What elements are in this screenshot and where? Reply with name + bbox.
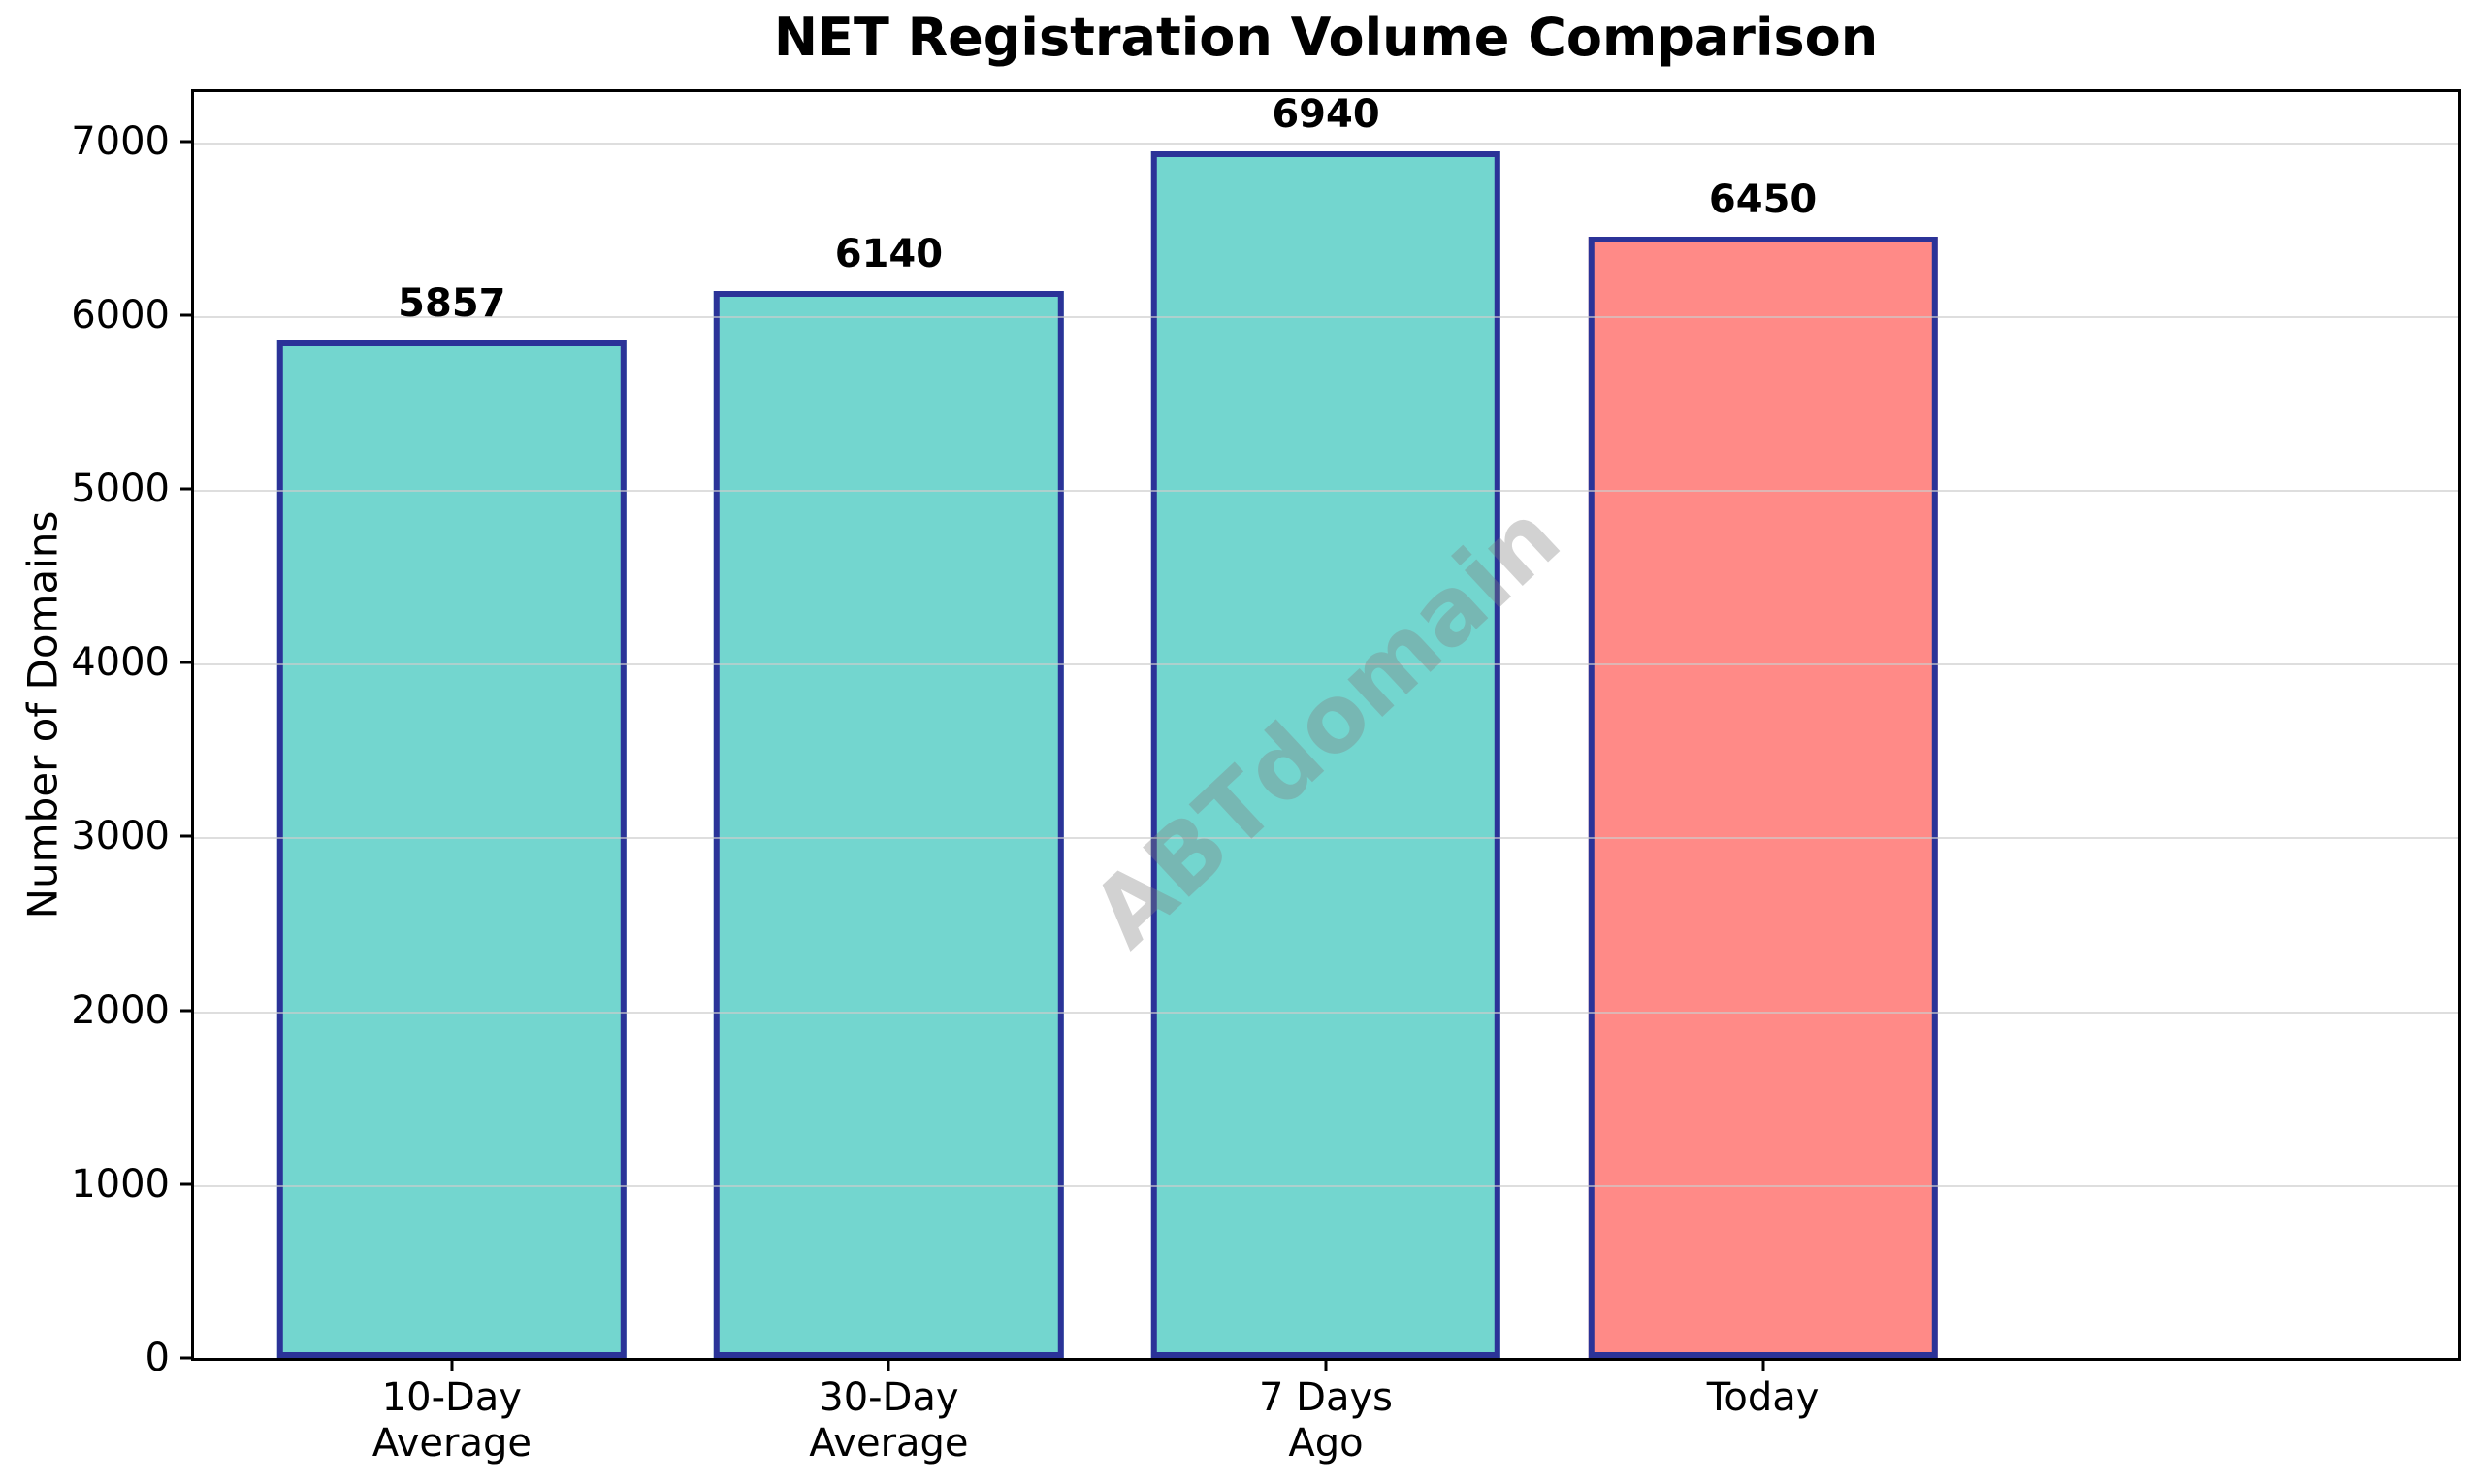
x-axis-tick-3 xyxy=(1761,1358,1765,1371)
y-axis-tick-6000 xyxy=(180,313,194,317)
y-axis-tick-2000 xyxy=(180,1009,194,1013)
y-tick-label-4000: 4000 xyxy=(71,640,170,686)
bar-value-label: 6450 xyxy=(1708,177,1818,223)
gridline-y-2000 xyxy=(194,1011,2458,1014)
bar-value-label: 5857 xyxy=(398,280,506,326)
y-axis-tick-7000 xyxy=(180,140,194,144)
x-axis-tick-2 xyxy=(1324,1358,1328,1371)
y-axis-tick-1000 xyxy=(180,1182,194,1186)
y-axis-tick-3000 xyxy=(180,834,194,838)
x-axis-tick-0 xyxy=(450,1358,454,1371)
gridline-y-6000 xyxy=(194,315,2458,318)
y-tick-label-6000: 6000 xyxy=(71,292,170,338)
bar-today xyxy=(1588,237,1938,1358)
y-axis-tick-4000 xyxy=(180,661,194,664)
bar-30-day-average xyxy=(714,290,1064,1358)
gridline-y-7000 xyxy=(194,142,2458,145)
gridline-y-4000 xyxy=(194,663,2458,666)
bar-value-label: 6140 xyxy=(834,231,944,276)
y-axis-tick-5000 xyxy=(180,487,194,491)
bar-10-day-average xyxy=(276,339,628,1358)
gridline-y-3000 xyxy=(194,837,2458,840)
y-axis-label: Number of Domains xyxy=(18,510,67,919)
y-tick-label-7000: 7000 xyxy=(71,118,170,164)
gridline-y-1000 xyxy=(194,1184,2458,1187)
chart-title: NET Registration Volume Comparison xyxy=(773,7,1879,68)
y-tick-label-3000: 3000 xyxy=(71,814,170,859)
x-tick-label: 10-Day Average xyxy=(371,1375,532,1466)
y-axis-tick-0 xyxy=(180,1356,194,1360)
y-tick-label-5000: 5000 xyxy=(71,467,170,512)
x-tick-label: Today xyxy=(1706,1375,1820,1420)
x-axis-tick-1 xyxy=(887,1358,890,1371)
x-tick-label: 30-Day Average xyxy=(809,1375,969,1466)
y-tick-label-0: 0 xyxy=(145,1336,170,1380)
x-tick-label: 7 Days Ago xyxy=(1259,1375,1393,1466)
bar-7-days-ago xyxy=(1150,151,1501,1358)
y-tick-label-1000: 1000 xyxy=(71,1161,170,1207)
y-tick-label-2000: 2000 xyxy=(71,987,170,1033)
plot-area: ABTdomain 0 1000 2000 3000 4000 5000 6000 7000 5… xyxy=(71,89,2461,1466)
bar-value-label: 6940 xyxy=(1272,92,1380,138)
gridline-y-5000 xyxy=(194,490,2458,493)
